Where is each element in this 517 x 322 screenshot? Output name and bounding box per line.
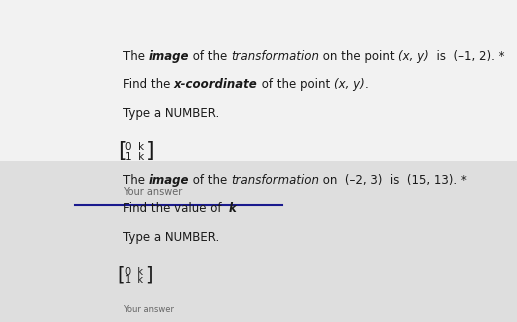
Text: (x, y): (x, y) bbox=[398, 50, 429, 63]
Text: 1  k: 1 k bbox=[125, 275, 143, 285]
Text: Your answer: Your answer bbox=[123, 187, 182, 197]
Text: transformation: transformation bbox=[231, 174, 319, 187]
Text: of the point: of the point bbox=[257, 78, 333, 91]
Text: is  (–1, 2). *: is (–1, 2). * bbox=[429, 50, 505, 63]
Text: on  (–2, 3)  is  (15, 13). *: on (–2, 3) is (15, 13). * bbox=[319, 174, 467, 187]
Text: Type a NUMBER.: Type a NUMBER. bbox=[123, 231, 219, 244]
Text: .: . bbox=[364, 78, 368, 91]
Text: Type a NUMBER.: Type a NUMBER. bbox=[123, 107, 219, 120]
Text: image: image bbox=[148, 174, 189, 187]
Text: of the: of the bbox=[189, 50, 231, 63]
Text: ]: ] bbox=[146, 141, 155, 161]
Text: on the point: on the point bbox=[319, 50, 398, 63]
Text: Find the value of: Find the value of bbox=[123, 202, 229, 215]
Text: image: image bbox=[148, 50, 189, 63]
Text: [: [ bbox=[118, 141, 126, 161]
Text: [: [ bbox=[118, 266, 125, 285]
Text: 1  k: 1 k bbox=[125, 152, 144, 162]
Text: (x, y): (x, y) bbox=[333, 78, 364, 91]
Text: Find the: Find the bbox=[123, 78, 174, 91]
Text: 0  k: 0 k bbox=[125, 142, 144, 152]
Text: transformation: transformation bbox=[231, 50, 319, 63]
Text: Your answer: Your answer bbox=[123, 305, 174, 314]
Bar bbox=[0, 161, 517, 322]
Text: k: k bbox=[229, 202, 237, 215]
Text: of the: of the bbox=[189, 174, 231, 187]
Text: The: The bbox=[123, 50, 148, 63]
Text: x-coordinate: x-coordinate bbox=[174, 78, 257, 91]
Text: ]: ] bbox=[145, 266, 152, 285]
Bar bbox=[0, 0, 517, 161]
Text: 0  k: 0 k bbox=[125, 267, 143, 277]
Text: The: The bbox=[123, 174, 148, 187]
